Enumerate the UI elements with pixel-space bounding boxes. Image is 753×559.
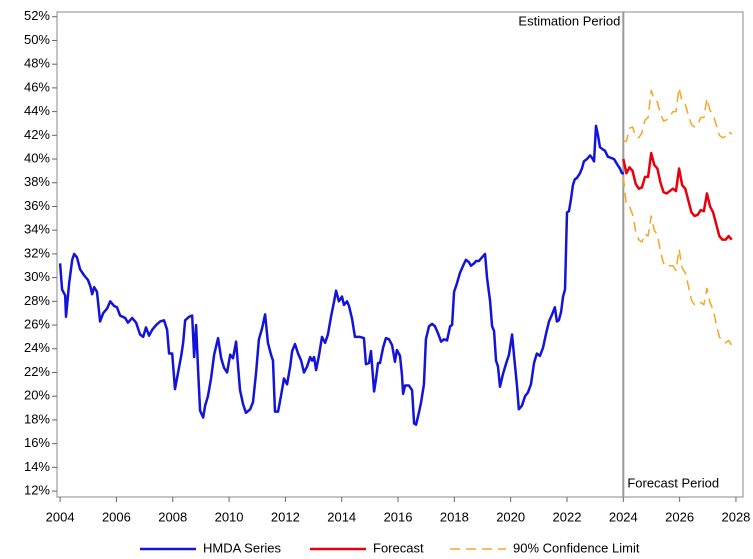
y-tick-label: 46% — [24, 79, 50, 94]
y-tick-label: 38% — [24, 174, 50, 189]
y-tick-label: 52% — [24, 8, 50, 23]
x-tick-label: 2010 — [215, 509, 244, 524]
y-tick-label: 36% — [24, 198, 50, 213]
x-tick-label: 2026 — [665, 509, 694, 524]
annotation: Estimation Period — [518, 13, 620, 28]
y-tick-label: 26% — [24, 316, 50, 331]
y-tick-label: 22% — [24, 364, 50, 379]
series-line — [623, 87, 733, 142]
x-tick-label: 2016 — [384, 509, 413, 524]
x-tick-label: 2018 — [440, 509, 469, 524]
legend-label: 90% Confidence Limit — [513, 540, 640, 555]
x-tick-label: 2004 — [46, 509, 75, 524]
legend-label: HMDA Series — [203, 540, 282, 555]
y-tick-label: 18% — [24, 411, 50, 426]
x-tick-label: 2012 — [271, 509, 300, 524]
y-tick-label: 16% — [24, 435, 50, 450]
y-tick-label: 48% — [24, 56, 50, 71]
y-tick-label: 12% — [24, 483, 50, 498]
y-tick-label: 42% — [24, 127, 50, 142]
x-tick-label: 2022 — [553, 509, 582, 524]
y-tick-label: 20% — [24, 388, 50, 403]
y-tick-label: 32% — [24, 245, 50, 260]
plot-frame — [56, 11, 744, 498]
x-tick-label: 2006 — [102, 509, 131, 524]
y-tick-label: 28% — [24, 293, 50, 308]
y-tick-label: 44% — [24, 103, 50, 118]
x-tick-label: 2024 — [609, 509, 638, 524]
series-line — [58, 124, 624, 426]
x-tick-label: 2008 — [158, 509, 187, 524]
y-tick-label: 40% — [24, 150, 50, 165]
series-line — [622, 176, 733, 346]
y-tick-label: 50% — [24, 32, 50, 47]
annotation: Forecast Period — [627, 475, 719, 490]
x-tick-label: 2028 — [721, 509, 750, 524]
y-tick-label: 30% — [24, 269, 50, 284]
series-line — [622, 151, 733, 241]
y-tick-label: 14% — [24, 459, 50, 474]
x-tick-label: 2020 — [496, 509, 525, 524]
x-tick-label: 2014 — [327, 509, 356, 524]
y-tick-label: 34% — [24, 222, 50, 237]
legend-label: Forecast — [373, 540, 424, 555]
y-tick-label: 24% — [24, 340, 50, 355]
